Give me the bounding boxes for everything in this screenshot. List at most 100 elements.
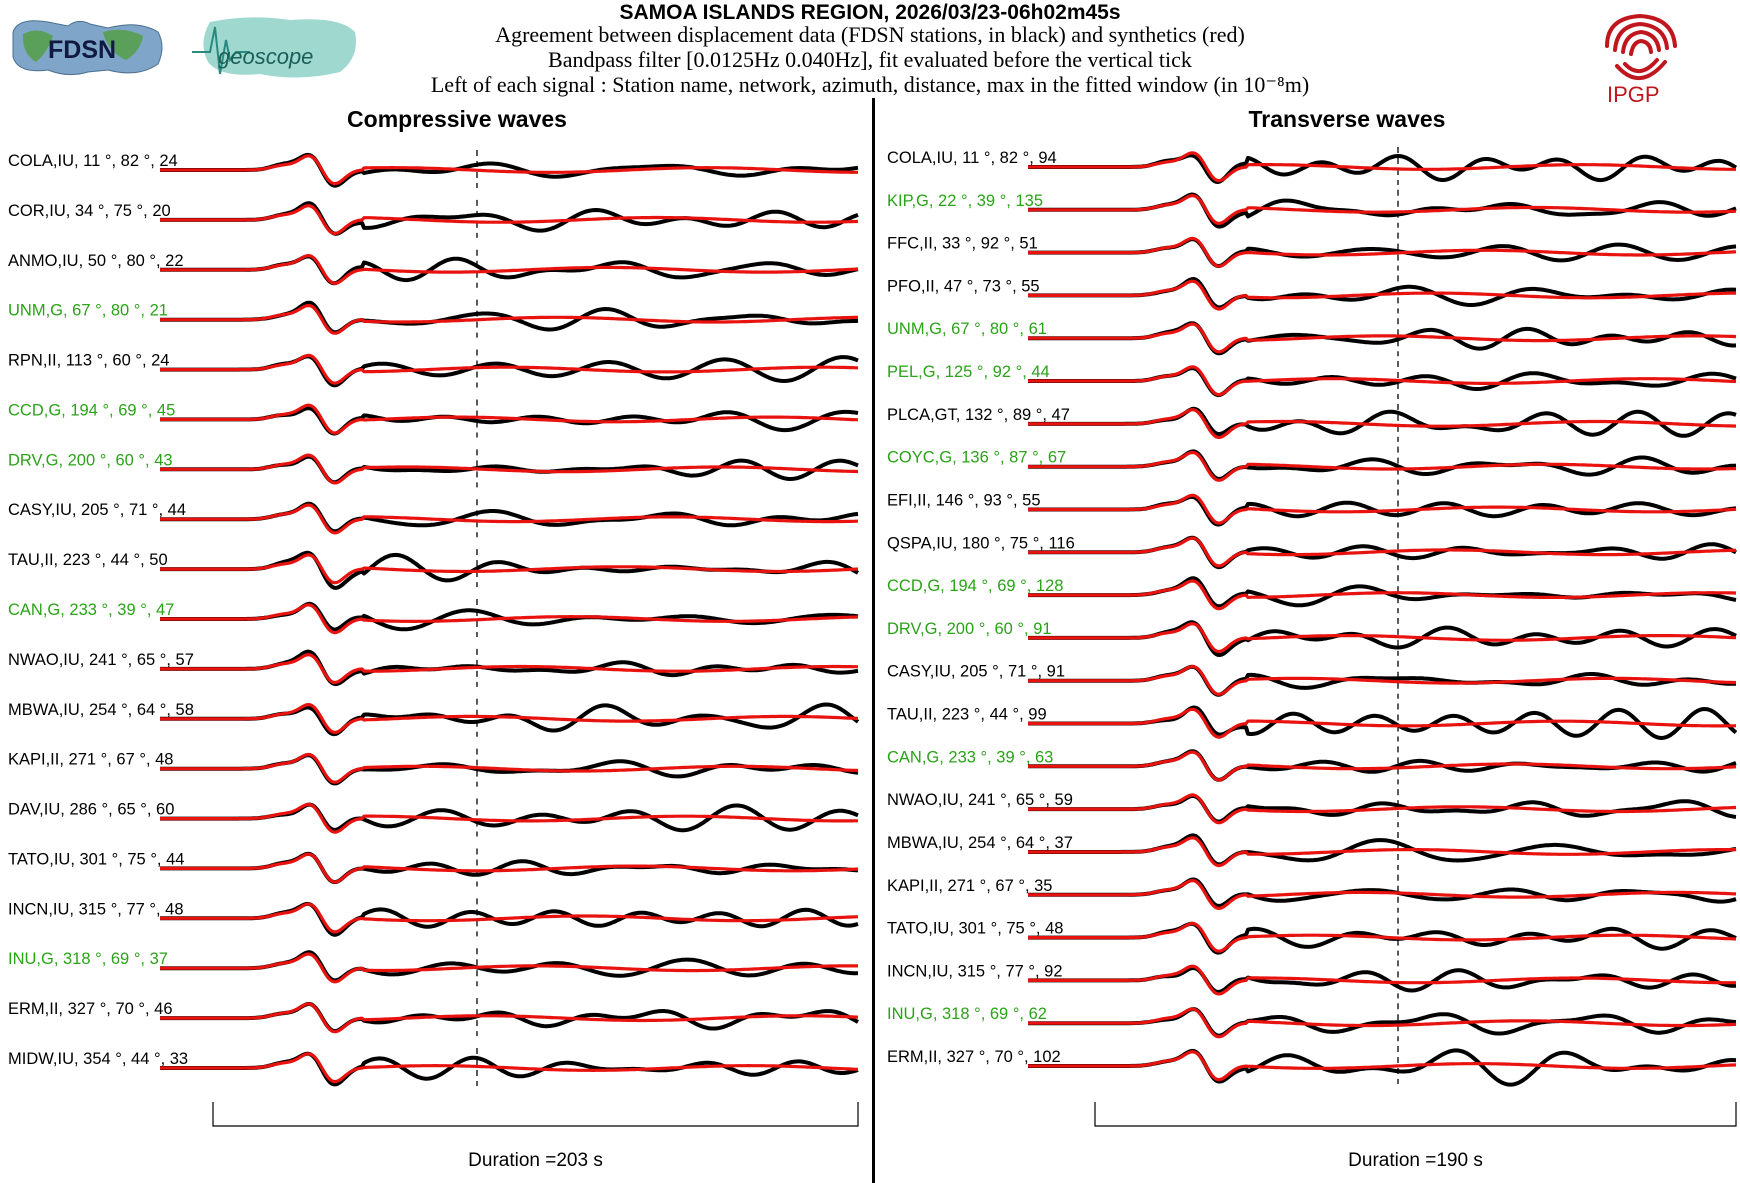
synthetic-trace [1028, 493, 1737, 525]
geoscope-logo-text: geoscope [218, 44, 313, 69]
synthetic-trace [1028, 1050, 1737, 1082]
synthetic-trace [1028, 622, 1737, 654]
station-label: TAU,II, 223 °, 44 °, 50 [8, 551, 168, 569]
synthetic-trace [1028, 322, 1737, 354]
synthetic-trace [160, 1052, 858, 1084]
station-label: TAU,II, 223 °, 44 °, 99 [887, 706, 1047, 724]
station-label: ANMO,IU, 50 °, 80 °, 22 [8, 252, 184, 270]
synthetic-trace [160, 503, 858, 535]
station-label: QSPA,IU, 180 °, 75 °, 116 [887, 534, 1075, 552]
panel-divider [872, 98, 875, 1183]
station-label: TATO,IU, 301 °, 75 °, 44 [8, 850, 184, 868]
duration-label: Duration =203 s [468, 1150, 603, 1171]
station-label: COR,IU, 34 °, 75 °, 20 [8, 202, 171, 220]
synthetic-trace [160, 852, 859, 884]
data-trace [160, 406, 859, 436]
station-label: MBWA,IU, 254 °, 64 °, 37 [887, 834, 1073, 852]
station-label: INCN,IU, 315 °, 77 °, 92 [887, 962, 1063, 980]
synthetic-trace [160, 553, 859, 585]
synthetic-trace [1028, 879, 1736, 910]
data-trace [160, 702, 860, 737]
station-label: CCD,G, 194 °, 69 °, 128 [887, 577, 1063, 595]
synthetic-trace [1028, 236, 1737, 268]
station-label: UNM,G, 67 °, 80 °, 61 [887, 320, 1047, 338]
station-label: KAPI,II, 271 °, 67 °, 48 [8, 751, 173, 769]
ipgp-logo: IPGP [1605, 13, 1677, 106]
fdsn-logo-text: FDSN [48, 36, 116, 64]
synthetic-trace [1028, 365, 1737, 397]
synthetic-trace [160, 303, 858, 335]
synthetic-trace [1028, 279, 1737, 311]
station-label: CASY,IU, 205 °, 71 °, 91 [887, 663, 1065, 681]
station-label: TATO,IU, 301 °, 75 °, 48 [887, 920, 1063, 938]
synthetic-trace [1028, 793, 1736, 825]
station-label: EFI,II, 146 °, 93 °, 55 [887, 491, 1041, 509]
synthetic-trace [1028, 194, 1737, 225]
station-label: CAN,G, 233 °, 39 °, 47 [8, 601, 174, 619]
synthetic-trace [1028, 151, 1736, 183]
compressive-waves-plot: COLA,IU, 11 °, 82 °, 24 COR,IU, 34 °, 75 … [8, 150, 860, 1171]
synthetic-trace [1028, 750, 1737, 782]
station-label: FFC,II, 33 °, 92 °, 51 [887, 235, 1038, 253]
synthetic-trace [160, 204, 859, 236]
station-label: ERM,II, 327 °, 70 °, 102 [887, 1048, 1061, 1066]
station-label: INCN,IU, 315 °, 77 °, 48 [8, 900, 184, 918]
figure-title: SAMOA ISLANDS REGION, 2026/03/23-06h02m4… [619, 1, 1121, 24]
station-label: KIP,G, 22 °, 39 °, 135 [887, 192, 1043, 210]
duration-bracket [212, 1102, 859, 1127]
synthetic-trace [160, 653, 859, 685]
synthetic-trace [1028, 1007, 1737, 1039]
synthetic-trace [1028, 964, 1736, 996]
synthetic-trace [160, 453, 858, 485]
station-label: CAN,G, 233 °, 39 °, 63 [887, 748, 1053, 766]
station-label: MBWA,IU, 254 °, 64 °, 58 [8, 701, 194, 719]
synthetic-trace [1028, 836, 1737, 868]
station-label: NWAO,IU, 241 °, 65 °, 59 [887, 791, 1073, 809]
synthetic-trace [1028, 536, 1737, 568]
synthetic-trace [1028, 450, 1736, 482]
synthetic-trace [160, 353, 858, 385]
synthetic-trace [1028, 921, 1737, 953]
description-line-1: Agreement between displacement data (FDS… [495, 22, 1245, 47]
synthetic-trace [160, 902, 859, 934]
station-label: CCD,G, 194 °, 69 °, 45 [8, 401, 175, 419]
synthetic-trace [160, 952, 858, 984]
station-label: PFO,II, 47 °, 73 °, 55 [887, 277, 1040, 295]
station-label: COLA,IU, 11 °, 82 °, 94 [887, 149, 1057, 167]
synthetic-trace [160, 154, 858, 186]
synthetic-trace [160, 703, 859, 734]
ipgp-logo-text: IPGP [1607, 82, 1660, 106]
synthetic-trace [1028, 664, 1737, 696]
synthetic-trace [160, 603, 858, 635]
fdsn-logo: FDSN [12, 20, 163, 76]
transverse-waves-plot: COLA,IU, 11 °, 82 °, 94 KIP,G, 22 °, 39 °… [887, 147, 1738, 1171]
station-label: RPN,II, 113 °, 60 °, 24 [8, 352, 169, 370]
synthetic-trace [160, 1002, 859, 1034]
synthetic-trace [160, 403, 859, 435]
station-label: UNM,G, 67 °, 80 °, 21 [8, 302, 168, 320]
station-label: COYC,G, 136 °, 87 °, 67 [887, 449, 1066, 467]
compressive-panel-title: Compressive waves [347, 106, 567, 132]
station-label: INU,G, 318 °, 69 °, 62 [887, 1005, 1047, 1023]
station-label: CASY,IU, 205 °, 71 °, 44 [8, 501, 186, 519]
station-label: ERM,II, 327 °, 70 °, 46 [8, 1000, 173, 1018]
transverse-panel-title: Transverse waves [1248, 106, 1446, 132]
station-label: INU,G, 318 °, 69 °, 37 [8, 950, 168, 968]
synthetic-trace [160, 254, 858, 285]
data-trace [160, 354, 859, 388]
synthetic-trace [1028, 408, 1737, 439]
duration-label: Duration =190 s [1348, 1150, 1483, 1171]
synthetic-trace [1028, 579, 1736, 611]
description-line-3: Left of each signal : Station name, netw… [430, 72, 1310, 97]
synthetic-trace [1028, 707, 1737, 739]
station-label: DRV,G, 200 °, 60 °, 91 [887, 620, 1052, 638]
duration-bracket [1094, 1102, 1737, 1127]
description-line-2: Bandpass filter [0.0125Hz 0.040Hz], fit … [548, 47, 1192, 72]
station-label: KAPI,II, 271 °, 67 °, 35 [887, 877, 1052, 895]
station-label: COLA,IU, 11 °, 82 °, 24 [8, 152, 178, 170]
station-label: DAV,IU, 286 °, 65 °, 60 [8, 801, 174, 819]
station-label: DRV,G, 200 °, 60 °, 43 [8, 451, 173, 469]
station-label: PLCA,GT, 132 °, 89 °, 47 [887, 406, 1070, 424]
station-label: PEL,G, 125 °, 92 °, 44 [887, 363, 1050, 381]
station-label: MIDW,IU, 354 °, 44 °, 33 [8, 1050, 188, 1068]
